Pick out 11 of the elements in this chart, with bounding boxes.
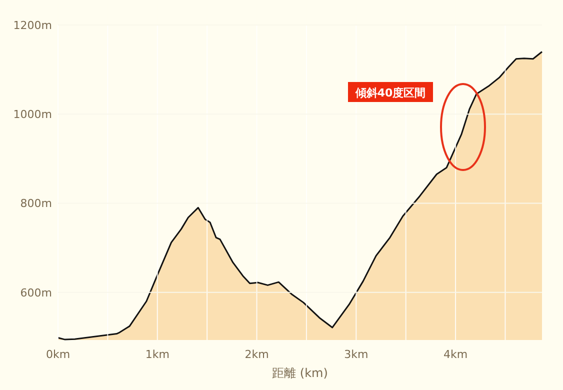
annotation: 傾斜40度区間 — [354, 86, 426, 100]
y-tick-label: 800m — [20, 197, 52, 210]
x-tick-label: 1km — [145, 348, 170, 361]
y-tick-label: 1000m — [13, 108, 52, 122]
y-tick-label: 600m — [20, 286, 52, 300]
x-tick-label: 2km — [244, 348, 269, 361]
x-axis-title: 距離 (km) — [272, 366, 328, 380]
x-tick-label: 0km — [46, 348, 70, 361]
y-tick-label: 1200m — [13, 19, 52, 32]
x-tick-label: 4km — [443, 348, 468, 361]
x-tick-label: 3km — [344, 348, 368, 361]
